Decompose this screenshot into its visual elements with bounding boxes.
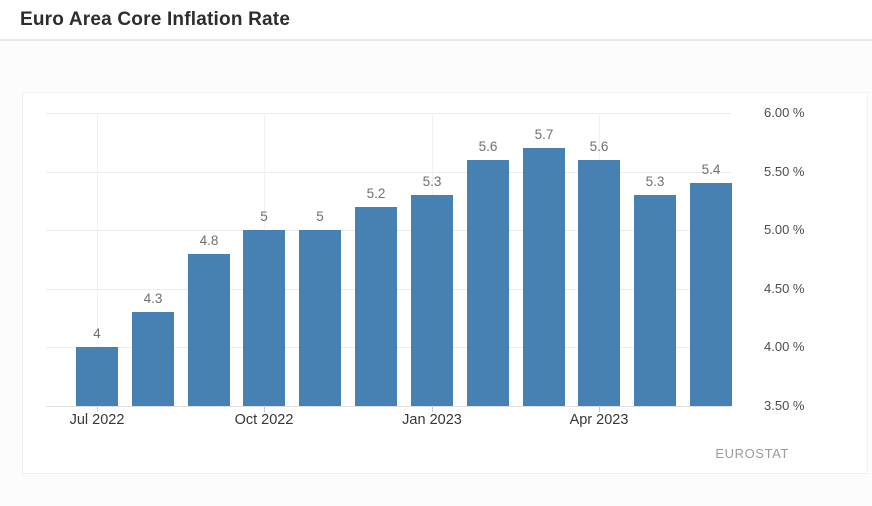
x-axis-tick [432, 406, 433, 412]
chart-bar[interactable] [523, 148, 565, 406]
x-axis-tick [264, 406, 265, 412]
chart-bar[interactable] [690, 183, 732, 406]
chart-bar[interactable] [467, 160, 509, 406]
bar-value-label: 5.3 [645, 174, 665, 189]
x-axis-label: Apr 2023 [569, 412, 629, 428]
chart-bar[interactable] [76, 347, 118, 406]
bar-value-label: 5 [260, 209, 268, 224]
bar-value-label: 5.6 [589, 139, 609, 154]
gridline-horizontal [46, 113, 731, 114]
x-axis-line [46, 406, 731, 407]
bar-value-label: 5 [316, 209, 324, 224]
x-axis-label: Oct 2022 [234, 412, 294, 428]
x-axis-label: Jan 2023 [402, 412, 462, 428]
bar-value-label: 4.3 [143, 291, 163, 306]
chart-bar[interactable] [243, 230, 285, 406]
y-axis-label: 3.50 % [764, 398, 805, 413]
gridline-horizontal [46, 172, 731, 173]
bar-value-label: 5.2 [366, 186, 386, 201]
bar-value-label: 5.6 [478, 139, 498, 154]
bar-value-label: 5.3 [422, 174, 442, 189]
y-axis-label: 5.50 % [764, 164, 805, 179]
chart-bar[interactable] [188, 254, 230, 406]
chart-bar[interactable] [411, 195, 453, 406]
x-axis-label: Jul 2022 [69, 412, 125, 428]
chart-card: 6.00 % 5.50 % 5.00 % 4.50 % 4.00 % 3.50 % Jul … [22, 92, 868, 474]
chart-plot: 6.00 % 5.50 % 5.00 % 4.50 % 4.00 % 3.50 % Jul … [23, 93, 867, 473]
chart-source-label: EUROSTAT [715, 446, 789, 461]
x-axis-tick [599, 406, 600, 412]
gridline-vertical [97, 113, 98, 406]
chart-bar[interactable] [132, 312, 174, 406]
bar-value-label: 4.8 [199, 233, 219, 248]
bar-value-label: 5.4 [701, 162, 721, 177]
bar-value-label: 4 [93, 326, 101, 341]
chart-bar[interactable] [299, 230, 341, 406]
y-axis-label: 5.00 % [764, 222, 805, 237]
page-title: Euro Area Core Inflation Rate [20, 8, 291, 30]
chart-bar[interactable] [355, 207, 397, 406]
y-axis-label: 6.00 % [764, 105, 805, 120]
y-axis-label: 4.00 % [764, 339, 805, 354]
chart-bar[interactable] [578, 160, 620, 406]
chart-bar[interactable] [634, 195, 676, 406]
page-header: Euro Area Core Inflation Rate [0, 0, 872, 41]
y-axis-label: 4.50 % [764, 281, 805, 296]
bar-value-label: 5.7 [534, 127, 554, 142]
x-axis-tick [97, 406, 98, 412]
